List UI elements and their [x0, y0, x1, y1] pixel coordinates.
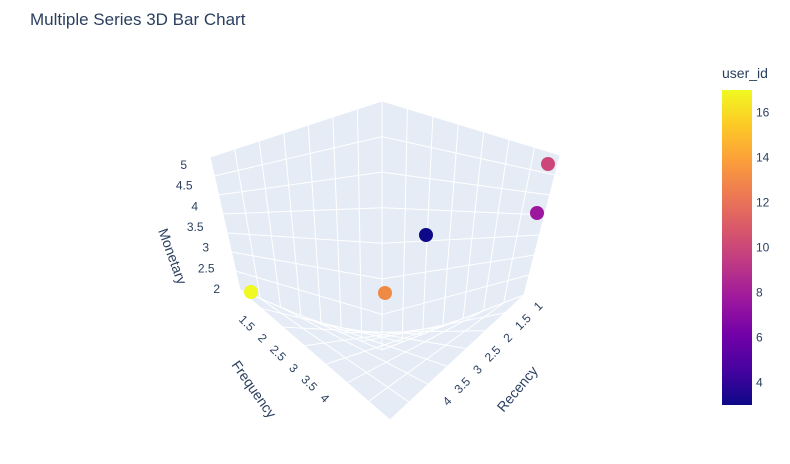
data-point-user-7[interactable] [530, 206, 544, 220]
grid-line-left-wall-v [258, 140, 282, 308]
axis-title-recency: Recency [494, 363, 541, 415]
grid-line-right-wall-v [442, 124, 459, 327]
grid-line-left-wall-v [332, 116, 342, 333]
grid-line-left-wall-h [214, 136, 383, 177]
colorbar-tick-label: 4 [756, 376, 763, 390]
z-tick-label: 3 [202, 241, 209, 255]
grid-line-left-wall-v [234, 148, 261, 299]
grid-line-left-wall-h [218, 171, 383, 196]
z-tick-label: 4 [191, 199, 198, 213]
x-tick-label: 2 [501, 330, 516, 345]
back-wall-left [209, 100, 383, 351]
colorbar-title: user_id [722, 65, 768, 81]
z-tick-label: 4.5 [176, 179, 193, 193]
axis-title-frequency: Frequency [229, 357, 280, 420]
colorbar-tick-label: 12 [756, 196, 770, 210]
grid-line-floor-a [321, 323, 467, 350]
z-tick-label: 2 [213, 282, 220, 296]
chart-title: Multiple Series 3D Bar Chart [30, 10, 246, 29]
data-point-user-14[interactable] [378, 286, 392, 300]
grid-line-right-wall-v [462, 131, 485, 319]
grid-line-right-wall-v [401, 108, 408, 343]
grid-line-left-wall-v [283, 132, 302, 316]
x-tick-label: 4 [440, 394, 455, 409]
grid-line-floor-a [260, 298, 410, 403]
x-tick-label: 2.5 [482, 343, 504, 365]
y-tick-label: 4 [318, 391, 333, 406]
grid-line-right-wall-h [381, 254, 535, 280]
grid-line-floor-b [282, 326, 423, 335]
colorbar-tick-label: 14 [756, 151, 770, 165]
grid-line-left-wall-h [231, 251, 383, 280]
colorbar-tick-label: 8 [756, 286, 763, 300]
back-wall-right [381, 100, 561, 351]
y-tick-label: 2.5 [267, 342, 289, 364]
grid-line-right-wall-h [381, 234, 540, 244]
x-tick-label: 3.5 [451, 374, 473, 396]
grid-line-floor-a [300, 315, 448, 367]
z-tick-label: 2.5 [198, 261, 215, 275]
grid-lines [214, 108, 555, 403]
grid-line-right-wall-h [381, 171, 550, 196]
grid-line-right-wall-h [381, 274, 530, 315]
data-points [244, 157, 555, 300]
colorbar-ticks: 4 6 8 10 12 14 16 [756, 106, 770, 390]
colorbar-tick-label: 16 [756, 106, 770, 120]
data-point-user-3[interactable] [419, 228, 433, 242]
grid-line-floor-a [361, 312, 505, 342]
axis-title-monetary: Monetary [155, 226, 190, 286]
grid-line-right-wall-v [503, 147, 536, 303]
y-tick-label: 2 [255, 331, 270, 346]
grid-line-left-wall-v [307, 124, 322, 325]
grid-line-right-wall-v [482, 139, 510, 311]
data-point-user-17[interactable] [244, 285, 258, 299]
grid-line-left-wall-h [227, 232, 383, 244]
grid-line-right-wall-h [381, 136, 555, 176]
y-tick-label: 1.5 [236, 312, 258, 334]
colorbar-gradient[interactable] [722, 90, 752, 405]
grid-line-left-wall-v [356, 108, 363, 342]
z-tick-label: 5 [180, 158, 187, 172]
colorbar-tick-label: 6 [756, 331, 763, 345]
colorbar-tick-label: 10 [756, 241, 770, 255]
grid-line-right-wall-v [422, 116, 434, 335]
x-tick-label: 1 [531, 299, 546, 314]
grid-line-floor-a [341, 330, 486, 334]
x-tick-label: 1.5 [512, 311, 534, 333]
y-tick-label: 3.5 [298, 372, 320, 394]
y-tick-label: 3 [286, 361, 301, 376]
grid-line-floor-a [280, 306, 429, 385]
grid-line-left-wall-h [222, 207, 383, 215]
x-tick-label: 3 [470, 362, 485, 377]
grid-line-floor-b [261, 308, 403, 343]
grid-line-floor-b [346, 310, 484, 384]
grid-line-left-wall-h [235, 270, 383, 315]
grid-line-floor-b [368, 302, 505, 402]
grid-line-right-wall-h [381, 207, 545, 216]
z-tick-label: 3.5 [187, 220, 204, 234]
data-point-user-11[interactable] [541, 157, 555, 171]
